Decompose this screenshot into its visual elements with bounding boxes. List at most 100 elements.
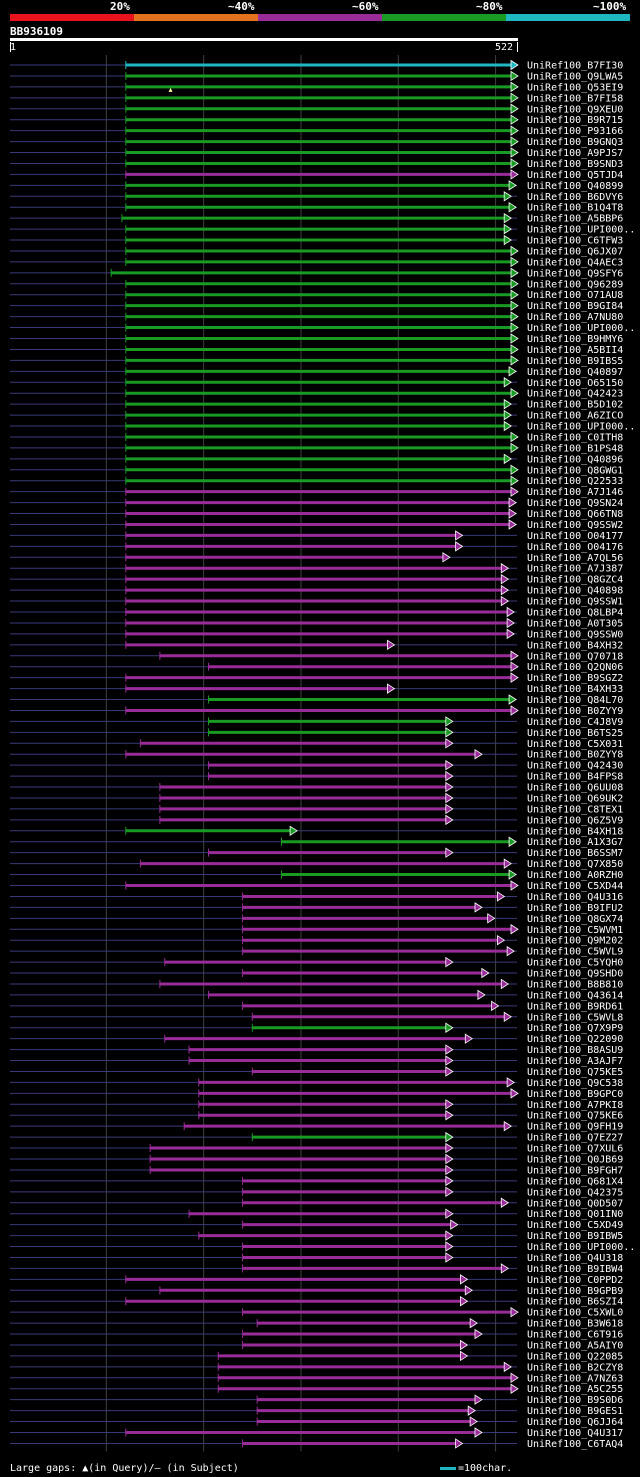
hit-arrow	[445, 1241, 454, 1252]
hit-arrow	[510, 924, 519, 935]
hit-row: UniRef100_Q4U318	[10, 1252, 623, 1264]
hit-label: UniRef100_B1PS48	[527, 443, 623, 454]
hit-label: UniRef100_Q40896	[527, 454, 623, 465]
hit-label: UniRef100_Q01IN0	[527, 1209, 623, 1220]
hit-label: UniRef100_B1Q4T8	[527, 203, 623, 214]
hit-label: UniRef100_Q9LWA5	[527, 71, 623, 82]
hit-arrow	[474, 1394, 483, 1405]
hit-row: UniRef100_A0RZH0	[10, 869, 623, 881]
hit-arrow	[445, 770, 454, 782]
hit-label: UniRef100_Q7XUL6	[527, 1144, 623, 1155]
hit-arrow	[474, 902, 483, 913]
hit-arrow	[445, 956, 454, 968]
hit-row: UniRef100_Q96289	[10, 278, 623, 290]
hit-row: UniRef100_Q70718	[10, 650, 623, 662]
hit-row: UniRef100_B5D102	[10, 398, 623, 411]
hit-arrow	[500, 584, 510, 596]
hit-label: UniRef100_A0T305	[527, 618, 623, 629]
hit-label: UniRef100_Q42375	[527, 1187, 623, 1198]
hit-row: UniRef100_B7FI30	[10, 59, 623, 72]
hit-arrow	[510, 1372, 519, 1384]
hit-row: UniRef100_B9IFU2	[10, 902, 623, 914]
hit-arrow	[510, 311, 519, 322]
hit-row: UniRef100_B9IBW5	[10, 1230, 623, 1242]
hit-row: UniRef100_C6TAQ4	[10, 1438, 623, 1450]
legend-label-4: ~80%	[476, 0, 503, 13]
hit-arrow	[510, 136, 519, 147]
hit-row: UniRef100_UPI000..	[10, 420, 635, 433]
hit-row: UniRef100_UPI000..	[10, 1241, 635, 1253]
hit-label: UniRef100_B8ASU9	[527, 1045, 623, 1056]
hit-row: UniRef100_B6DVY6	[10, 191, 623, 203]
hit-row: UniRef100_B4FPS8	[10, 770, 623, 783]
hit-label: UniRef100_Q9SSW2	[527, 520, 623, 531]
hit-row: UniRef100_Q8GWG1	[10, 464, 623, 476]
hit-arrow	[445, 759, 454, 771]
hit-row: UniRef100_B0ZYY9	[10, 705, 623, 717]
hit-row: UniRef100_Q9SSW2	[10, 519, 623, 531]
hit-arrow	[510, 475, 519, 486]
hit-row: UniRef100_Q9SFY6	[10, 267, 623, 279]
hit-row: UniRef100_Q8LBP4	[10, 606, 623, 619]
hit-row: UniRef100_B0ZYY8	[10, 748, 623, 761]
hit-arrow	[503, 1361, 512, 1373]
hit-row: UniRef100_Q7X850	[10, 858, 623, 870]
hit-arrow	[510, 650, 519, 661]
hit-label: UniRef100_Q42423	[527, 389, 623, 400]
legend-bar-5	[506, 14, 630, 21]
hit-row: UniRef100_B6TS25	[10, 727, 623, 739]
hit-label: UniRef100_B5D102	[527, 400, 623, 411]
hit-row: UniRef100_Q22090	[10, 1033, 623, 1045]
hit-label: UniRef100_C6TFW3	[527, 236, 623, 247]
hit-arrow	[459, 1350, 469, 1362]
hit-arrow	[445, 1110, 454, 1121]
hit-label: UniRef100_B9GNQ3	[527, 137, 623, 148]
legend-bar-1	[10, 14, 134, 21]
hit-arrow	[474, 748, 483, 760]
hit-label: UniRef100_Q43614	[527, 990, 623, 1001]
hit-arrow	[469, 1317, 478, 1329]
hit-arrow	[510, 464, 519, 476]
hit-arrow	[503, 377, 512, 388]
hit-row: UniRef100_Q4AEC3	[10, 256, 623, 268]
query-end-label: 522	[495, 42, 514, 53]
hit-row: UniRef100_O04177	[10, 530, 623, 542]
hit-arrow	[510, 661, 519, 672]
hit-row: UniRef100_Q53EI9	[10, 81, 623, 93]
hit-arrow	[445, 781, 454, 793]
hit-arrow	[481, 967, 490, 979]
hit-row: UniRef100_C5WVM1	[10, 924, 623, 936]
hit-label: UniRef100_B3W618	[527, 1319, 623, 1330]
hit-label: UniRef100_B6SZI4	[527, 1297, 623, 1308]
hit-label: UniRef100_B4FPS8	[527, 772, 623, 783]
hit-arrow	[510, 672, 519, 683]
hit-arrow	[445, 1099, 454, 1110]
hit-row: UniRef100_Q7XUL6	[10, 1142, 623, 1155]
hit-label: UniRef100_Q53EI9	[527, 82, 623, 93]
legend-bar-3	[258, 14, 382, 21]
hit-row: UniRef100_A7NZ63	[10, 1372, 623, 1384]
hit-arrow	[503, 409, 512, 421]
hit-arrow	[445, 803, 454, 815]
hit-row: UniRef100_B9S0D6	[10, 1394, 623, 1406]
hit-row: UniRef100_O71AU8	[10, 289, 623, 301]
hit-label: UniRef100_C5WVM1	[527, 925, 623, 936]
hit-arrow	[459, 1274, 469, 1285]
hit-label: UniRef100_C0PPD2	[527, 1275, 623, 1286]
gap-marker	[168, 87, 173, 92]
hit-label: UniRef100_Q6UU08	[527, 783, 623, 794]
hit-arrow	[503, 453, 512, 465]
hit-label: UniRef100_O71AU8	[527, 290, 623, 301]
hit-arrow	[464, 1033, 474, 1044]
hit-arrow	[477, 989, 486, 1001]
hit-row: UniRef100_A7J387	[10, 563, 623, 575]
hit-arrow	[510, 333, 519, 344]
hit-label: UniRef100_Q69UK2	[527, 793, 623, 804]
hit-row: UniRef100_C6TFW3	[10, 234, 623, 247]
hit-arrow	[445, 738, 454, 749]
hit-label: UniRef100_Q4U316	[527, 892, 623, 903]
hit-row: UniRef100_B4XH18	[10, 825, 623, 837]
hit-label: UniRef100_C6TAQ4	[527, 1439, 623, 1450]
hit-label: UniRef100_C6T916	[527, 1330, 623, 1341]
